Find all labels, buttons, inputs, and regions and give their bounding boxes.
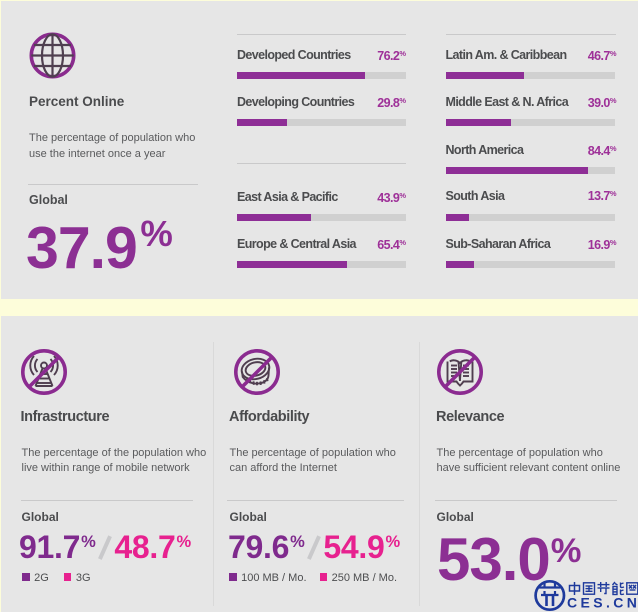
svg-text:CES.CN: CES.CN [567,595,638,611]
